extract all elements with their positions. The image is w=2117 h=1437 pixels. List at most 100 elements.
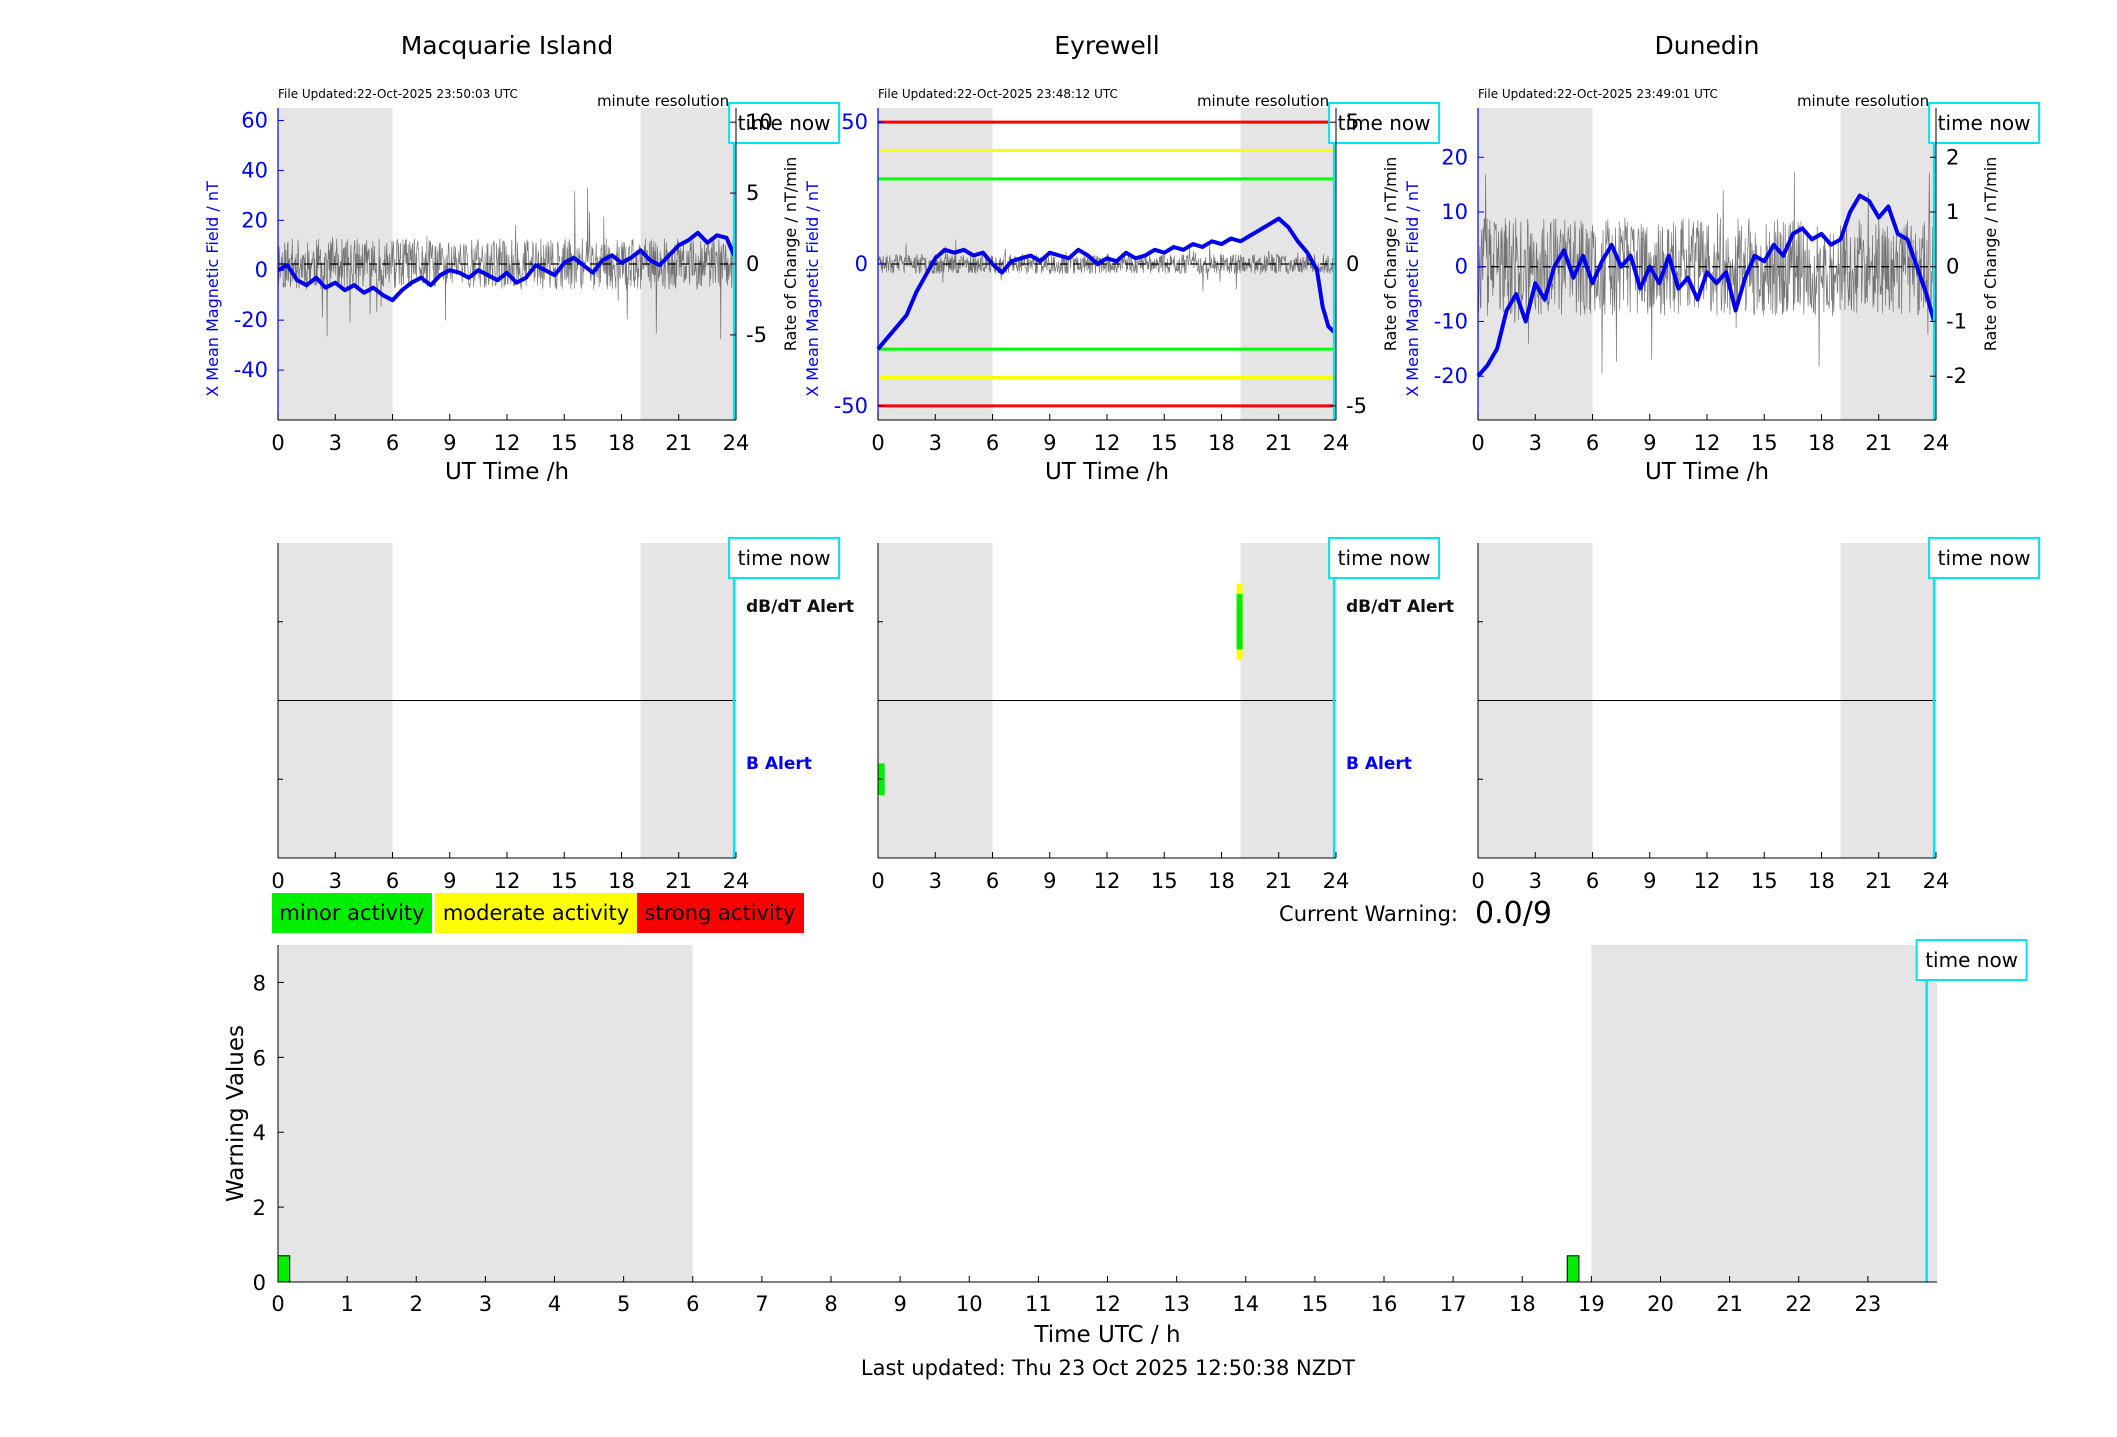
x-tick-label: 6 bbox=[1586, 431, 1599, 455]
x-tick-label: 9 bbox=[1043, 869, 1056, 893]
current-warning-label: Current Warning: bbox=[1279, 902, 1458, 926]
x-tick-label: 18 bbox=[1808, 431, 1835, 455]
legend-label-strong: strong activity bbox=[645, 901, 796, 925]
rate-of-change-trace bbox=[1477, 171, 1935, 374]
x-tick-label: 6 bbox=[686, 1292, 699, 1316]
file-updated-text: File Updated:22-Oct-2025 23:49:01 UTC bbox=[1478, 87, 1718, 101]
night-shading bbox=[278, 945, 693, 1282]
time-now-label: time now bbox=[1338, 111, 1431, 135]
x-tick-label: 10 bbox=[956, 1292, 983, 1316]
x-tick-label: 3 bbox=[329, 869, 342, 893]
magnetometer-plot-3: Dunedin File Updated:22-Oct-2025 23:49:01… bbox=[1403, 31, 2041, 485]
x-tick-label: 0 bbox=[871, 869, 884, 893]
mean-field-trace bbox=[1476, 193, 1937, 378]
x-tick-label: 0 bbox=[871, 431, 884, 455]
x-tick-label: 9 bbox=[443, 869, 456, 893]
file-updated-text: File Updated:22-Oct-2025 23:50:03 UTC bbox=[278, 87, 518, 101]
x-tick-label: 21 bbox=[665, 431, 692, 455]
magnetometer-plot-1: Macquarie Island File Updated:22-Oct-2025… bbox=[203, 31, 841, 485]
mean-field-trace bbox=[277, 230, 736, 303]
x-axis-label: UT Time /h bbox=[1645, 459, 1769, 485]
x-tick-label: 3 bbox=[329, 431, 342, 455]
x-tick-label: 24 bbox=[723, 431, 750, 455]
x-tick-label: 15 bbox=[1751, 869, 1778, 893]
resolution-label: minute resolution bbox=[597, 92, 729, 110]
time-now-label: time now bbox=[1938, 546, 2031, 570]
time-now-label: time now bbox=[1338, 546, 1431, 570]
x-tick-label: 8 bbox=[824, 1292, 837, 1316]
x-tick-label: 21 bbox=[1865, 869, 1892, 893]
x-tick-label: 23 bbox=[1855, 1292, 1882, 1316]
activity-legend: minor activity moderate activity strong … bbox=[272, 893, 804, 933]
x-tick-label: 0 bbox=[1471, 869, 1484, 893]
x-tick-label: 20 bbox=[1647, 1292, 1674, 1316]
x-tick-label: 9 bbox=[893, 1292, 906, 1316]
x-tick-label: 24 bbox=[1323, 869, 1350, 893]
x-tick-label: 4 bbox=[548, 1292, 561, 1316]
x-tick-label: 7 bbox=[755, 1292, 768, 1316]
y-tick-label: 6 bbox=[253, 1046, 266, 1070]
y-left-tick-label: -50 bbox=[834, 394, 868, 418]
y-left-tick-label: -20 bbox=[234, 308, 268, 332]
y-right-tick-label: 0 bbox=[1346, 252, 1359, 276]
alert-plot-2: time now 0 3 6 9 12 15 18 21 24 dB/dT Alert B Alert bbox=[871, 537, 1454, 893]
x-tick-label: 17 bbox=[1440, 1292, 1467, 1316]
x-tick-label: 15 bbox=[551, 869, 578, 893]
station-title: Eyrewell bbox=[1054, 31, 1159, 60]
y-left-tick-label: 60 bbox=[241, 108, 268, 132]
x-tick-label: 12 bbox=[1094, 869, 1121, 893]
x-tick-label: 15 bbox=[551, 431, 578, 455]
y-left-axis-label: X Mean Magnetic Field / nT bbox=[203, 181, 222, 397]
x-tick-label: 0 bbox=[271, 869, 284, 893]
x-tick-label: 12 bbox=[1694, 431, 1721, 455]
x-tick-label: 18 bbox=[608, 431, 635, 455]
y-right-tick-label: 0 bbox=[746, 252, 759, 276]
x-tick-label: 18 bbox=[1808, 869, 1835, 893]
x-tick-label: 3 bbox=[929, 431, 942, 455]
x-tick-label: 12 bbox=[494, 869, 521, 893]
x-tick-label: 21 bbox=[1865, 431, 1892, 455]
x-axis-label: Time UTC / h bbox=[1033, 1322, 1180, 1348]
x-tick-label: 18 bbox=[1208, 869, 1235, 893]
dbdt-alert-label: dB/dT Alert bbox=[1346, 597, 1454, 617]
x-tick-label: 21 bbox=[1265, 431, 1292, 455]
warning-bar bbox=[1566, 1255, 1580, 1283]
time-now-box bbox=[1328, 102, 1441, 144]
y-left-tick-label: 40 bbox=[241, 158, 268, 182]
y-left-tick-label: 10 bbox=[1441, 200, 1468, 224]
y-right-tick-label: -5 bbox=[746, 323, 767, 347]
x-tick-label: 11 bbox=[1025, 1292, 1052, 1316]
y-left-tick-label: 20 bbox=[1441, 145, 1468, 169]
time-now-label: time now bbox=[738, 111, 831, 135]
x-tick-label: 21 bbox=[1716, 1292, 1743, 1316]
y-tick-label: 0 bbox=[253, 1271, 266, 1295]
b-alert-label: B Alert bbox=[1346, 754, 1412, 774]
y-right-axis-label: Rate of Change / nT/min bbox=[781, 157, 800, 352]
x-tick-label: 0 bbox=[271, 431, 284, 455]
x-tick-label: 6 bbox=[986, 869, 999, 893]
x-tick-label: 0 bbox=[271, 1292, 284, 1316]
x-tick-label: 6 bbox=[986, 431, 999, 455]
x-tick-label: 22 bbox=[1785, 1292, 1812, 1316]
x-tick-label: 3 bbox=[929, 869, 942, 893]
y-left-tick-label: 20 bbox=[241, 208, 268, 232]
x-tick-label: 3 bbox=[1529, 869, 1542, 893]
time-now-box bbox=[1928, 102, 2041, 144]
dbdt-alert-label: dB/dT Alert bbox=[746, 597, 854, 617]
time-now-box bbox=[728, 102, 841, 144]
time-now-box bbox=[728, 537, 841, 579]
x-tick-label: 16 bbox=[1371, 1292, 1398, 1316]
x-axis-label: UT Time /h bbox=[1045, 459, 1169, 485]
x-tick-label: 14 bbox=[1232, 1292, 1259, 1316]
time-now-label: time now bbox=[738, 546, 831, 570]
station-title: Macquarie Island bbox=[401, 31, 614, 60]
y-tick-label: 4 bbox=[253, 1121, 266, 1145]
y-right-axis-label: Rate of Change / nT/min bbox=[1381, 157, 1400, 352]
dbdt-alert-bar bbox=[1236, 593, 1243, 650]
x-tick-label: 24 bbox=[1923, 431, 1950, 455]
night-shading bbox=[1478, 108, 1593, 420]
x-tick-label: 15 bbox=[1751, 431, 1778, 455]
legend-swatch-moderate bbox=[435, 893, 637, 933]
y-right-axis-label: Rate of Change / nT/min bbox=[1981, 157, 2000, 352]
mean-field-trace bbox=[876, 216, 1336, 351]
